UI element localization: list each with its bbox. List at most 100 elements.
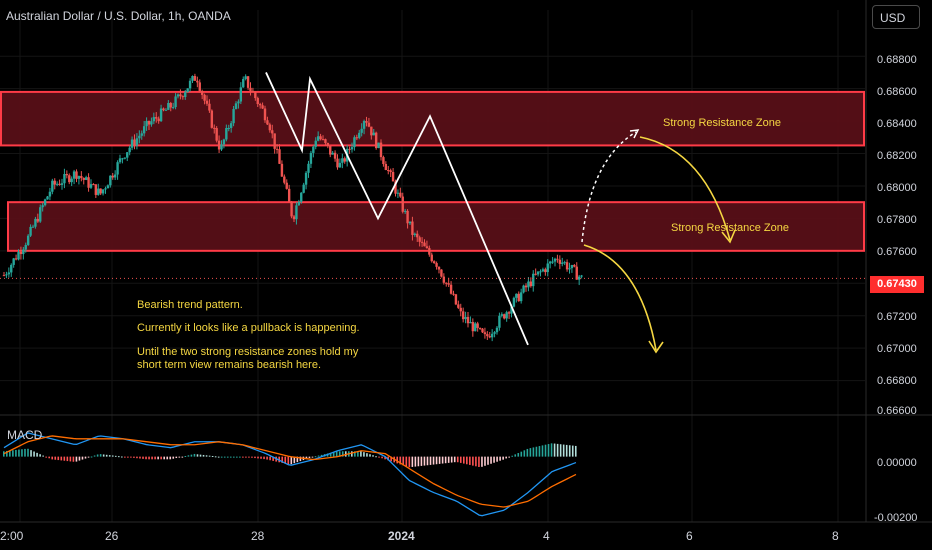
candle-body <box>77 176 81 179</box>
macd-histogram-bar <box>496 456 498 462</box>
candle-body <box>495 327 499 333</box>
candle-body <box>268 124 272 131</box>
candle-body <box>290 201 293 217</box>
candle-body <box>304 172 308 185</box>
candle-body <box>97 188 100 195</box>
macd-histogram-bar <box>105 454 108 457</box>
macd-histogram-bar <box>81 456 84 460</box>
candle-body <box>242 78 245 88</box>
candle-body <box>104 188 107 190</box>
candle-body <box>82 177 85 180</box>
macd-histogram-bar <box>205 455 208 457</box>
candle-body <box>505 312 508 319</box>
time-tick: 6 <box>686 529 693 543</box>
macd-histogram-bar <box>287 456 290 465</box>
candle-body <box>118 158 122 163</box>
macd-histogram-bar <box>547 444 550 457</box>
currency-button[interactable]: USD <box>872 5 920 29</box>
candle-body <box>401 196 404 212</box>
macd-histogram-bar <box>214 456 217 458</box>
macd-histogram-bar <box>190 454 193 457</box>
macd-histogram-bar <box>118 456 120 458</box>
macd-histogram-bar <box>408 456 411 468</box>
candle-body <box>2 275 6 277</box>
candle-body <box>425 246 429 249</box>
candle-body <box>324 139 327 144</box>
macd-histogram-bar <box>48 456 50 459</box>
candle-body <box>437 266 441 270</box>
candle-body <box>17 251 20 260</box>
candle-body <box>423 242 426 247</box>
macd-histogram-bar <box>299 456 302 462</box>
macd-histogram-bar <box>360 451 362 457</box>
candle-body <box>374 132 378 149</box>
candle-body <box>256 98 259 105</box>
price-tick: 0.68800 <box>877 54 917 66</box>
candle-body <box>387 170 390 172</box>
candle-body <box>220 144 223 150</box>
macd-histogram-bar <box>502 456 504 460</box>
candle-body <box>7 272 11 275</box>
candle-body <box>488 336 491 338</box>
macd-histogram-bar <box>571 445 574 457</box>
candle-body <box>181 96 185 98</box>
candle-body <box>391 172 395 182</box>
candle-body <box>544 269 547 273</box>
macd-histogram-bar <box>562 444 565 457</box>
candle-body <box>445 282 448 284</box>
candle-body <box>174 96 177 108</box>
macd-histogram-bar <box>87 456 90 458</box>
macd-histogram-bar <box>9 450 11 457</box>
macd-histogram-bar <box>208 455 211 457</box>
candle-body <box>348 148 351 150</box>
macd-histogram-bar <box>257 456 259 459</box>
candle-body <box>205 100 209 104</box>
candle-body <box>254 92 257 99</box>
candle-body <box>271 130 274 134</box>
candle-body <box>36 218 40 222</box>
candle-body <box>43 199 47 206</box>
candle-body <box>133 139 136 146</box>
macd-histogram-bar <box>229 456 232 458</box>
candle-body <box>41 205 44 208</box>
candle-body <box>130 139 134 148</box>
macd-histogram-bar <box>384 456 386 460</box>
macd-histogram-bar <box>136 456 138 459</box>
macd-histogram-bar <box>405 456 408 467</box>
candle-body <box>176 94 180 97</box>
candle-body <box>394 181 397 194</box>
candle-body <box>529 281 533 287</box>
price-tick: 0.67200 <box>877 311 917 323</box>
macd-histogram-bar <box>426 456 429 466</box>
candle-body <box>319 136 322 140</box>
candle-body <box>353 137 356 148</box>
price-tick: 0.68200 <box>877 150 917 162</box>
candle-body <box>336 158 339 168</box>
macd-histogram-bar <box>493 456 495 463</box>
candle-body <box>200 91 204 95</box>
candle-body <box>198 82 201 92</box>
macd-histogram-bar <box>36 452 38 457</box>
candle-body <box>512 297 516 307</box>
price-tick: 0.68000 <box>877 182 917 194</box>
candle-body <box>416 233 419 238</box>
candle-body <box>411 221 414 235</box>
macd-histogram-bar <box>233 456 235 458</box>
candle-body <box>534 273 537 275</box>
projection-arc <box>581 131 637 243</box>
macd-histogram-bar <box>163 456 165 460</box>
candle-body <box>563 262 566 264</box>
candle-body <box>452 293 455 295</box>
candle-body <box>142 126 146 134</box>
macd-histogram-bar <box>63 456 66 461</box>
macd-histogram-bar <box>335 451 338 457</box>
macd-histogram-bar <box>78 456 81 461</box>
macd-histogram-bar <box>254 456 256 459</box>
candle-body <box>101 189 105 194</box>
candle-body <box>89 184 93 188</box>
macd-histogram-bar <box>242 456 244 458</box>
time-tick: 28 <box>251 529 265 543</box>
macd-histogram-bar <box>487 456 489 465</box>
candle-body <box>570 265 574 269</box>
